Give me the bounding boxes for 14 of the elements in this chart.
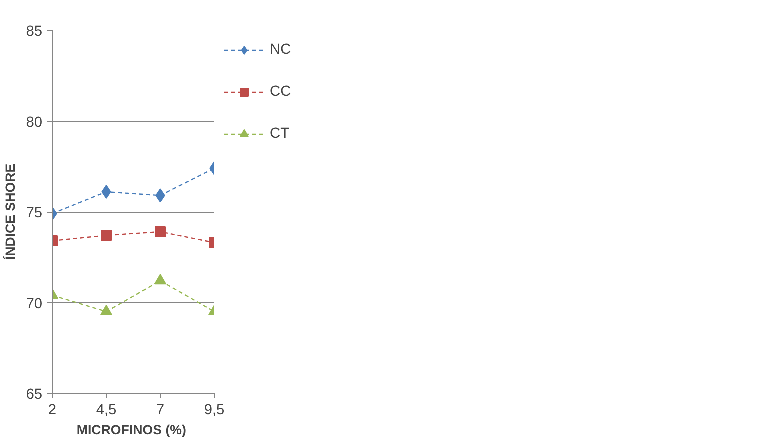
y-tick-label: 80 [26, 114, 43, 131]
x-tick-label: 2 [48, 402, 57, 418]
legend-label: CC [270, 84, 292, 100]
y-axis-title: ÍNDICE SHORE [3, 164, 18, 260]
x-tick-label: 4,5 [96, 402, 117, 418]
x-axis-title: MICROFINOS (%) [76, 422, 186, 438]
legend-label: NC [270, 42, 292, 58]
y-tick-label: 70 [26, 296, 43, 312]
x-tick-label: 9,5 [204, 402, 225, 418]
y-tick-label: 85 [26, 24, 43, 40]
y-tick-label: 75 [26, 206, 43, 222]
y-tick-label: 65 [26, 387, 43, 403]
x-tick-label: 7 [156, 402, 165, 418]
legend-label: CT [270, 126, 291, 142]
